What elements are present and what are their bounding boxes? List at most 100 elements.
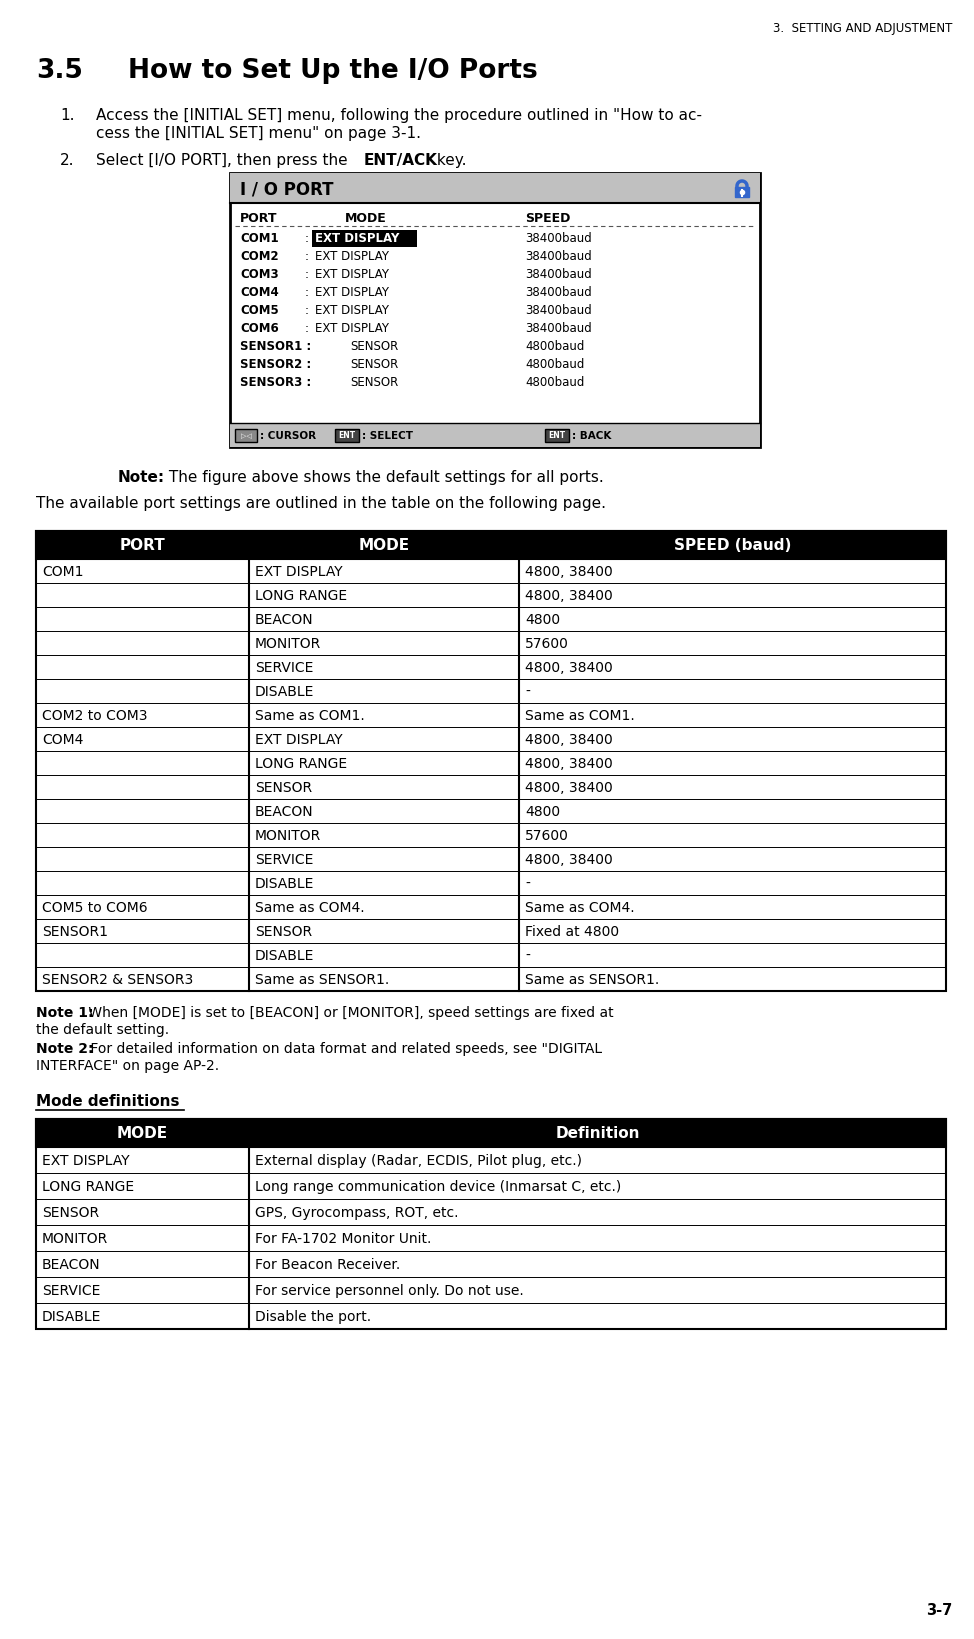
Text: For service personnel only. Do not use.: For service personnel only. Do not use.	[255, 1283, 524, 1296]
Text: Same as COM1.: Same as COM1.	[525, 708, 635, 723]
Bar	[36, 1119, 946, 1147]
Text: 2.: 2.	[60, 152, 74, 167]
Text: SENSOR: SENSOR	[350, 359, 398, 372]
Text: Note 2:: Note 2:	[36, 1041, 94, 1056]
Text: 4800, 38400: 4800, 38400	[525, 661, 613, 675]
Text: 38400baud: 38400baud	[525, 233, 592, 246]
Text: PORT: PORT	[120, 538, 166, 554]
Text: COM4: COM4	[42, 733, 84, 746]
Text: The available port settings are outlined in the table on the following page.: The available port settings are outlined…	[36, 495, 606, 511]
Text: key.: key.	[432, 152, 467, 167]
Bar	[36, 1277, 946, 1303]
Text: 38400baud: 38400baud	[525, 305, 592, 318]
Text: 4800baud: 4800baud	[525, 341, 584, 354]
Bar	[36, 967, 946, 992]
Bar	[36, 728, 946, 752]
Text: EXT DISPLAY: EXT DISPLAY	[255, 733, 343, 746]
Text: ▷◁: ▷◁	[241, 433, 251, 439]
Text: :: :	[305, 251, 309, 264]
Text: 3.  SETTING AND ADJUSTMENT: 3. SETTING AND ADJUSTMENT	[772, 21, 952, 34]
Text: LONG RANGE: LONG RANGE	[42, 1180, 134, 1193]
Bar	[36, 1303, 946, 1329]
Text: 3-7: 3-7	[925, 1601, 952, 1618]
Text: 4800, 38400: 4800, 38400	[525, 852, 613, 867]
Text: SENSOR: SENSOR	[42, 1205, 99, 1219]
Text: SERVICE: SERVICE	[255, 852, 314, 867]
Text: :: :	[305, 233, 309, 246]
Text: For FA-1702 Monitor Unit.: For FA-1702 Monitor Unit.	[255, 1231, 431, 1246]
Text: Same as SENSOR1.: Same as SENSOR1.	[255, 972, 390, 987]
Text: :: :	[305, 305, 309, 318]
Text: ENT: ENT	[548, 431, 566, 441]
Bar	[36, 775, 946, 800]
Text: MODE: MODE	[117, 1126, 169, 1141]
Text: -: -	[525, 685, 530, 698]
Text: For Beacon Receiver.: For Beacon Receiver.	[255, 1257, 400, 1272]
Text: DISABLE: DISABLE	[255, 949, 315, 962]
Text: 1.: 1.	[60, 108, 74, 123]
Text: EXT DISPLAY: EXT DISPLAY	[315, 269, 389, 282]
Text: When [MODE] is set to [BEACON] or [MONITOR], speed settings are fixed at: When [MODE] is set to [BEACON] or [MONIT…	[84, 1005, 614, 1019]
Bar	[36, 531, 946, 559]
Text: Same as COM1.: Same as COM1.	[255, 708, 364, 723]
Text: -: -	[525, 877, 530, 890]
Text: Note:: Note:	[118, 470, 166, 485]
Text: SENSOR: SENSOR	[350, 377, 398, 390]
Text: SERVICE: SERVICE	[255, 661, 314, 675]
Text: EXT DISPLAY: EXT DISPLAY	[42, 1154, 130, 1167]
Text: INTERFACE" on page AP-2.: INTERFACE" on page AP-2.	[36, 1059, 219, 1072]
Text: :: :	[305, 287, 309, 300]
Bar	[36, 1119, 946, 1147]
Text: MONITOR: MONITOR	[42, 1231, 108, 1246]
Text: SENSOR: SENSOR	[255, 780, 312, 795]
Text: SERVICE: SERVICE	[42, 1283, 100, 1296]
Text: EXT DISPLAY: EXT DISPLAY	[315, 251, 389, 264]
Text: EXT DISPLAY: EXT DISPLAY	[315, 323, 389, 336]
Bar	[545, 429, 569, 443]
Bar	[36, 752, 946, 775]
Bar	[36, 559, 946, 583]
Text: 4800, 38400: 4800, 38400	[525, 780, 613, 795]
Text: COM4: COM4	[240, 287, 279, 300]
Bar	[36, 703, 946, 728]
Text: SENSOR1 :: SENSOR1 :	[240, 341, 312, 354]
Text: Fixed at 4800: Fixed at 4800	[525, 924, 619, 939]
Text: Access the [INITIAL SET] menu, following the procedure outlined in "How to ac-: Access the [INITIAL SET] menu, following…	[96, 108, 702, 123]
Bar	[36, 583, 946, 608]
Text: COM1: COM1	[42, 565, 84, 579]
Text: 4800, 38400: 4800, 38400	[525, 565, 613, 579]
Text: The figure above shows the default settings for all ports.: The figure above shows the default setti…	[164, 470, 604, 485]
Bar	[36, 531, 946, 992]
Text: BEACON: BEACON	[255, 805, 314, 818]
Text: 57600: 57600	[525, 828, 569, 842]
Text: SPEED: SPEED	[525, 213, 571, 225]
Text: 3.5: 3.5	[36, 57, 83, 84]
Bar	[36, 895, 946, 919]
Text: SENSOR1: SENSOR1	[42, 924, 108, 939]
Bar	[36, 1226, 946, 1251]
Text: For detailed information on data format and related speeds, see "DIGITAL: For detailed information on data format …	[86, 1041, 602, 1056]
Text: BEACON: BEACON	[255, 613, 314, 626]
Text: LONG RANGE: LONG RANGE	[255, 588, 347, 603]
Text: EXT DISPLAY: EXT DISPLAY	[255, 565, 343, 579]
Text: BEACON: BEACON	[42, 1257, 100, 1272]
Text: SPEED (baud): SPEED (baud)	[674, 538, 791, 554]
Bar	[312, 231, 417, 247]
Text: How to Set Up the I/O Ports: How to Set Up the I/O Ports	[128, 57, 538, 84]
Text: 38400baud: 38400baud	[525, 323, 592, 336]
Text: COM6: COM6	[240, 323, 279, 336]
Text: : BACK: : BACK	[572, 431, 612, 441]
Text: 38400baud: 38400baud	[525, 287, 592, 300]
Bar	[36, 531, 946, 559]
Text: COM1: COM1	[240, 233, 279, 246]
Bar	[36, 631, 946, 656]
Text: Same as COM4.: Same as COM4.	[525, 900, 635, 915]
Text: DISABLE: DISABLE	[42, 1310, 101, 1323]
Text: COM2: COM2	[240, 251, 279, 264]
Text: DISABLE: DISABLE	[255, 685, 315, 698]
Text: -: -	[525, 949, 530, 962]
Bar	[36, 1147, 946, 1174]
Text: :: :	[305, 269, 309, 282]
Text: 4800baud: 4800baud	[525, 377, 584, 390]
Text: 4800, 38400: 4800, 38400	[525, 733, 613, 746]
